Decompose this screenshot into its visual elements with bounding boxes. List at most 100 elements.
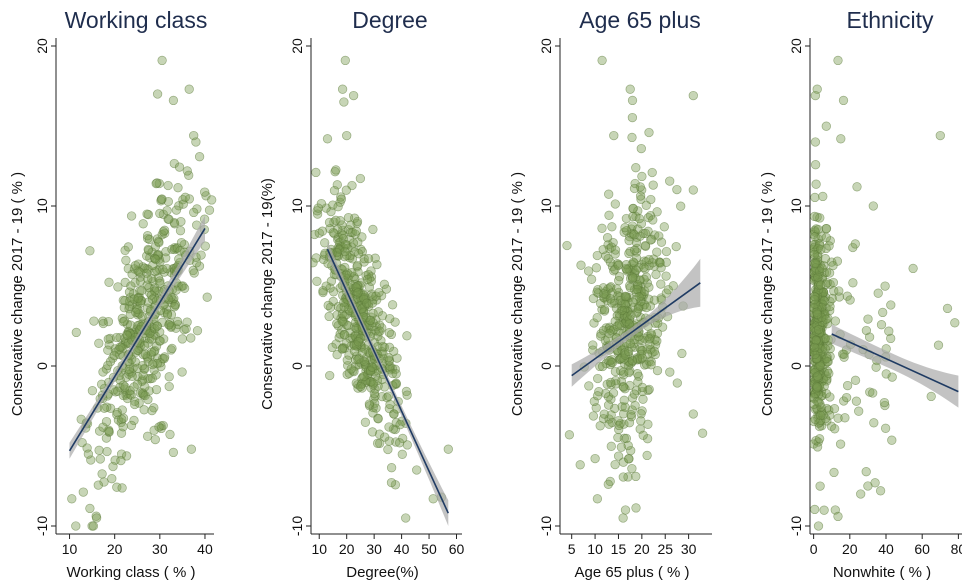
data-point	[177, 334, 187, 344]
data-point	[603, 392, 614, 402]
data-point	[624, 319, 634, 329]
data-point	[824, 241, 834, 251]
data-point	[810, 349, 820, 360]
data-point	[95, 454, 105, 464]
data-point	[166, 321, 176, 331]
data-point	[129, 415, 139, 426]
data-point	[402, 331, 412, 341]
data-point	[638, 430, 648, 440]
data-point	[631, 294, 641, 305]
data-point	[341, 185, 351, 195]
data-point	[340, 240, 351, 250]
data-point	[133, 293, 143, 303]
data-point	[85, 503, 95, 514]
data-point	[151, 384, 162, 395]
y-axis-label: Conservative change 2017 - 19 ( % )	[509, 172, 526, 416]
data-point	[134, 267, 144, 277]
y-axis-label: Conservative change 2017 - 19 ( % )	[759, 172, 776, 416]
data-point	[632, 369, 643, 379]
data-point	[331, 339, 341, 349]
data-point	[811, 335, 821, 346]
data-point	[390, 317, 400, 327]
data-point	[386, 463, 397, 473]
data-point	[632, 284, 642, 295]
confidence-band	[831, 324, 959, 408]
data-point	[623, 454, 634, 464]
data-point	[155, 358, 165, 368]
data-point	[619, 395, 629, 405]
data-point	[189, 268, 199, 278]
y-tick-label: 20	[34, 38, 50, 54]
data-point	[813, 280, 824, 290]
confidence-band	[571, 258, 701, 387]
data-point	[348, 238, 359, 248]
data-point	[933, 340, 944, 350]
data-point	[592, 250, 602, 261]
data-point	[332, 247, 342, 258]
data-point	[102, 402, 112, 412]
x-tick-label: 5	[568, 541, 576, 557]
data-point	[103, 334, 113, 344]
data-point	[373, 414, 383, 424]
x-tick-label: 60	[914, 541, 930, 557]
data-point	[620, 223, 630, 233]
data-point	[338, 234, 348, 244]
data-point	[623, 346, 634, 357]
data-point	[169, 158, 179, 169]
data-point	[91, 513, 102, 523]
data-point	[656, 237, 667, 247]
data-point	[378, 341, 388, 352]
data-point	[677, 348, 687, 359]
data-point	[349, 346, 360, 356]
data-point	[589, 318, 599, 328]
data-point	[348, 90, 359, 101]
data-point	[332, 180, 342, 190]
data-point	[311, 253, 321, 263]
y-tick-label: 10	[538, 198, 554, 214]
data-point	[584, 381, 594, 391]
data-point	[401, 386, 412, 397]
data-point	[635, 182, 645, 192]
data-point	[375, 438, 385, 448]
data-point	[180, 192, 190, 202]
data-point	[839, 352, 849, 362]
data-point	[343, 212, 354, 223]
x-tick-label: 30	[366, 541, 382, 557]
data-point	[830, 316, 841, 326]
data-point	[641, 302, 652, 313]
data-point	[148, 260, 158, 271]
data-point	[337, 316, 347, 327]
data-point	[850, 375, 861, 385]
data-point	[644, 282, 654, 292]
data-point	[665, 176, 675, 186]
data-point	[367, 427, 378, 437]
y-tick-label: 0	[34, 362, 50, 370]
data-point	[328, 200, 338, 210]
data-point	[646, 194, 656, 205]
data-point	[659, 222, 669, 232]
data-point	[339, 302, 349, 312]
data-point	[412, 465, 422, 475]
data-point	[367, 362, 377, 372]
data-point	[628, 203, 638, 214]
data-point	[671, 241, 681, 252]
data-point	[616, 442, 627, 452]
data-point	[371, 291, 381, 301]
data-point	[616, 376, 627, 387]
data-point	[155, 336, 165, 346]
data-point	[113, 415, 124, 425]
data-point	[879, 397, 890, 408]
data-point	[564, 430, 575, 440]
data-point	[644, 334, 654, 344]
x-tick-label: 50	[421, 541, 437, 557]
data-point	[351, 226, 361, 236]
data-point	[402, 390, 412, 400]
data-point	[161, 253, 171, 263]
points-group	[311, 55, 453, 523]
data-point	[819, 381, 829, 391]
data-point	[642, 349, 653, 359]
data-point	[824, 368, 834, 379]
fit-line	[326, 248, 450, 514]
data-point	[124, 364, 134, 374]
data-point	[835, 439, 846, 449]
